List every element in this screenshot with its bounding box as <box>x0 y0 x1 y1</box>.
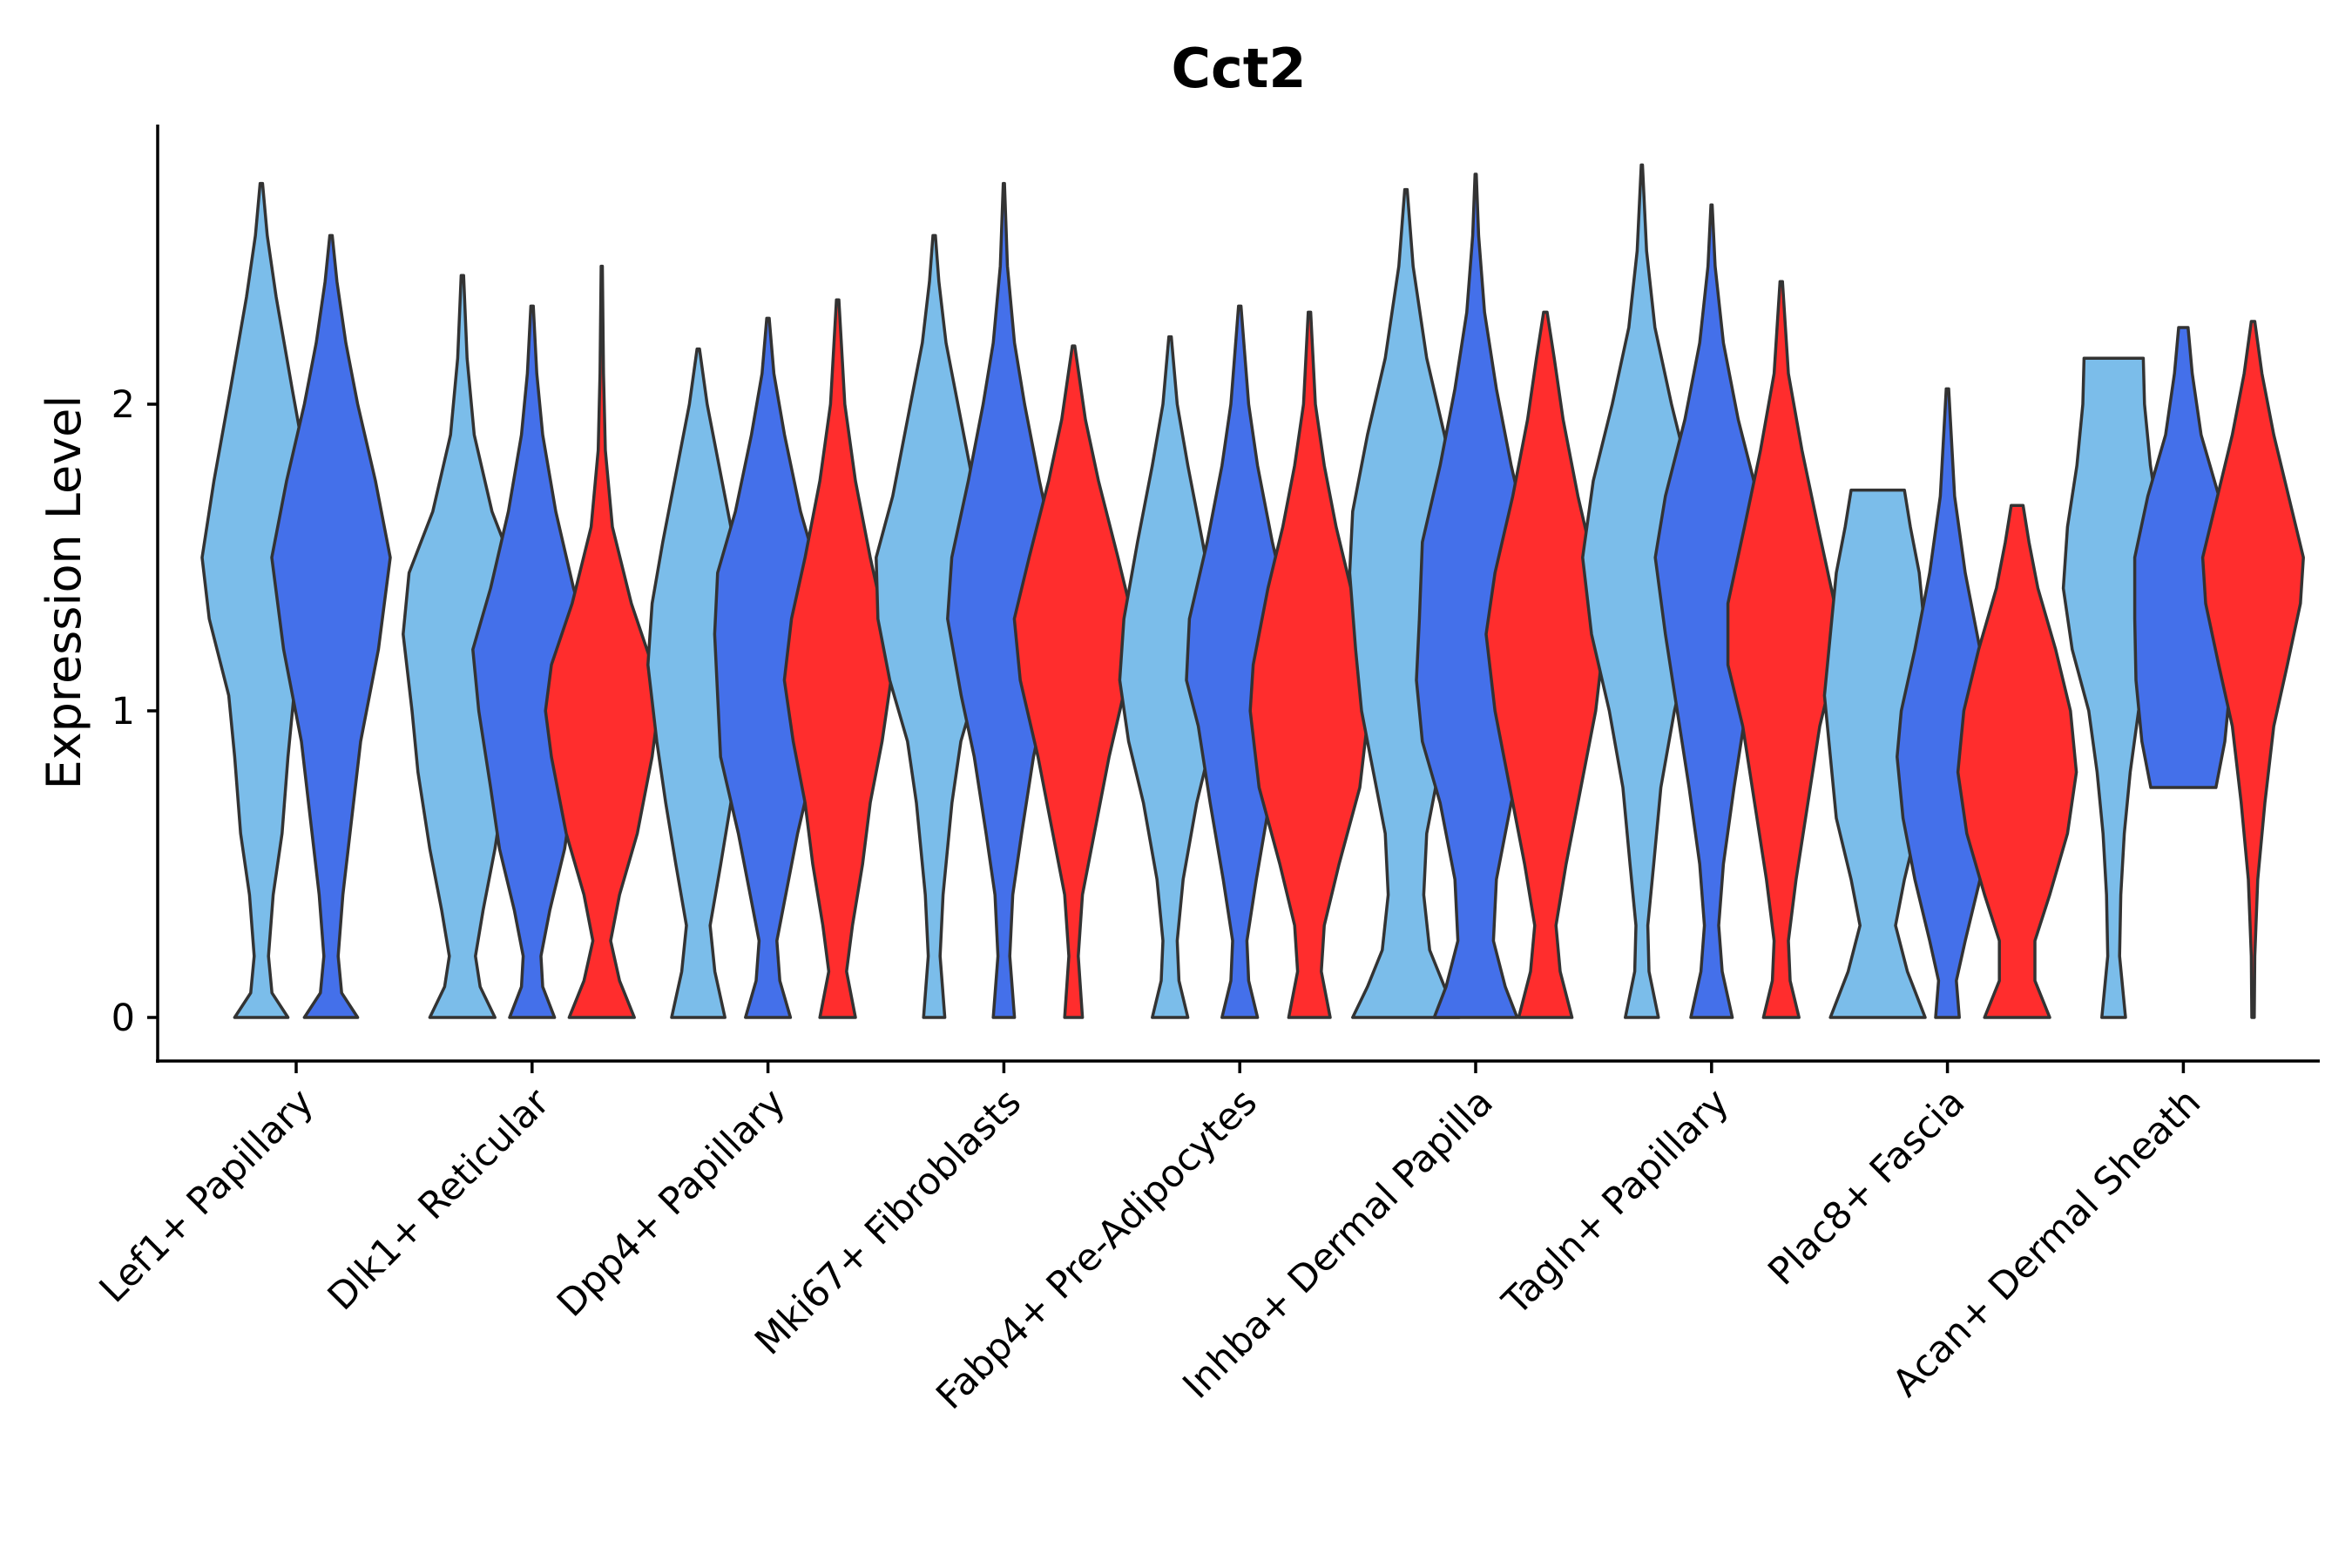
y-axis-label: Expression Level <box>37 395 91 790</box>
violin-fabp4-pre-adipocytes-1 <box>1118 335 1222 1019</box>
violin-lef1-papillary-1 <box>200 181 322 1019</box>
violin-dpp4-papillary-2 <box>713 316 823 1019</box>
violin-dpp4-papillary-3 <box>782 298 893 1019</box>
violin-lef1-papillary-2 <box>270 233 392 1019</box>
x-tick-label-dpp4-papillary: Dpp4+ Papillary <box>549 1080 794 1325</box>
violin-fabp4-pre-adipocytes-3 <box>1248 310 1370 1019</box>
x-tick-label-mki67-fibroblasts: Mki67+ Fibroblasts <box>747 1080 1030 1363</box>
violin-plac8-fascia-3 <box>1956 504 2078 1019</box>
violin-inhba-dermal-papilla-3 <box>1484 310 1606 1019</box>
violin-inhba-dermal-papilla-1 <box>1348 187 1464 1019</box>
violin-layer <box>200 163 2305 1019</box>
violin-tagln-papillary-2 <box>1653 203 1770 1019</box>
y-tick-label-0: 0 <box>112 997 135 1040</box>
violin-tagln-papillary-3 <box>1726 280 1836 1019</box>
x-tick-label-tagln-papillary: Tagln+ Papillary <box>1494 1080 1738 1324</box>
chart-title: Cct2 <box>1171 37 1306 100</box>
violin-acan-dermal-sheath-3 <box>2200 320 2305 1019</box>
violin-mki67-fibroblasts-3 <box>1012 344 1135 1019</box>
violin-acan-dermal-sheath-1 <box>2061 356 2166 1019</box>
x-tick-label-dlk1-reticular: Dlk1+ Reticular <box>320 1080 558 1319</box>
x-tick-label-plac8-fascia: Plac8+ Fascia <box>1760 1080 1973 1294</box>
y-tick-label-1: 1 <box>112 690 135 733</box>
y-tick-label-2: 2 <box>112 383 135 427</box>
y-axis-ticks: 0 1 2 <box>112 383 158 1040</box>
x-tick-label-lef1-papillary: Lef1+ Papillary <box>91 1080 322 1311</box>
violin-tagln-papillary-1 <box>1581 163 1703 1019</box>
violin-dlk1-reticular-3 <box>544 264 660 1019</box>
